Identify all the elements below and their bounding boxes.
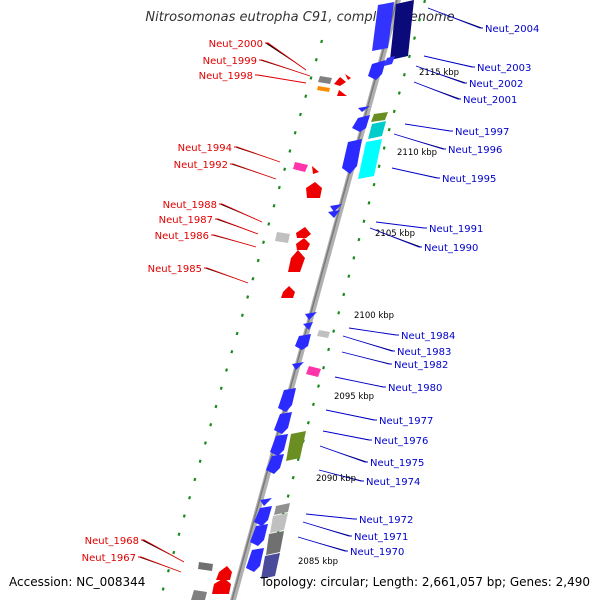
gene-feature (345, 74, 351, 80)
gene-label: Neut_1974 (366, 477, 420, 488)
gene-feature (368, 121, 386, 139)
gene-feature (212, 578, 231, 594)
gene-feature (372, 2, 394, 51)
gene-feature (274, 412, 292, 434)
right-gene-labels: Neut_2004 Neut_2003 Neut_2002 Neut_2001 … (350, 24, 539, 558)
gene-feature (295, 334, 311, 350)
gene-label: Neut_1991 (429, 224, 483, 235)
gene-feature (278, 388, 296, 412)
gene-label: Neut_1971 (354, 532, 408, 543)
right-strand-features (246, 0, 414, 579)
gene-label: Neut_1996 (448, 145, 502, 156)
gene-feature (384, 56, 395, 66)
gene-feature (288, 250, 305, 272)
gene-label: Neut_2000 (209, 39, 263, 50)
gene-label: Neut_2002 (469, 79, 523, 90)
gene-label: Neut_2001 (463, 95, 517, 106)
gene-label: Neut_1968 (85, 536, 139, 547)
tick-track-left (158, 39, 324, 600)
gene-feature (358, 139, 382, 179)
gene-feature (261, 553, 280, 579)
gene-label: Neut_1982 (394, 360, 448, 371)
gene-feature (292, 362, 304, 370)
kbp-marker: 2110 kbp (397, 148, 437, 158)
gene-feature (270, 434, 288, 456)
kbp-marker: 2090 kbp (316, 474, 356, 484)
left-gene-labels: Neut_2000 Neut_1999 Neut_1998 Neut_1994 … (82, 39, 263, 564)
gene-feature (216, 566, 232, 580)
gene-feature (368, 60, 386, 80)
gene-feature (254, 506, 272, 526)
gene-feature (330, 204, 342, 212)
gene-feature (317, 330, 330, 338)
gene-feature (274, 503, 290, 515)
gene-feature (328, 210, 340, 218)
gene-feature (266, 454, 284, 474)
gene-feature (266, 531, 284, 555)
gene-feature (191, 590, 207, 600)
kbp-marker: 2105 kbp (375, 229, 415, 239)
gene-feature (286, 431, 306, 461)
gene-label: Neut_1980 (388, 383, 442, 394)
gene-feature (318, 76, 332, 84)
backbone (230, 0, 401, 600)
gene-label: Neut_1984 (401, 331, 455, 342)
gene-label: Neut_1985 (148, 264, 202, 275)
kbp-marker: 2095 kbp (334, 392, 374, 402)
gene-label: Neut_1998 (199, 71, 253, 82)
gene-feature (317, 86, 330, 92)
left-leader-lines (138, 42, 311, 573)
gene-label: Neut_1997 (455, 127, 509, 138)
gene-label: Neut_1972 (359, 515, 413, 526)
kbp-markers: 2115 kbp 2110 kbp 2105 kbp 2100 kbp 2095… (298, 68, 459, 567)
gene-feature (306, 182, 322, 198)
gene-label: Neut_1986 (155, 231, 209, 242)
gene-feature (293, 162, 308, 172)
gene-feature (303, 322, 313, 330)
gene-feature (306, 366, 321, 377)
gene-feature (198, 562, 213, 571)
accession-text: Accession: NC_008344 (9, 575, 146, 589)
gene-feature (260, 498, 272, 506)
gene-feature (281, 286, 295, 298)
gene-label: Neut_1992 (174, 160, 228, 171)
gene-feature (296, 238, 310, 250)
gene-feature (296, 227, 311, 238)
gene-feature (352, 115, 370, 132)
gene-feature (305, 312, 317, 320)
gene-feature (270, 513, 288, 533)
gene-feature (371, 112, 388, 122)
kbp-marker: 2100 kbp (354, 311, 394, 321)
kbp-marker: 2115 kbp (419, 68, 459, 78)
gene-feature (342, 139, 362, 174)
kbp-marker: 2085 kbp (298, 557, 338, 567)
gene-label: Neut_1995 (442, 174, 496, 185)
gene-label: Neut_1976 (374, 436, 428, 447)
genome-summary-text: Topology: circular; Length: 2,661,057 bp… (260, 575, 590, 589)
gene-label: Neut_1975 (370, 458, 424, 469)
gene-label: Neut_1983 (397, 347, 451, 358)
gene-feature (312, 166, 319, 174)
gene-feature (390, 0, 414, 60)
gene-label: Neut_2004 (485, 24, 539, 35)
gene-feature (334, 77, 346, 86)
gene-feature (246, 548, 264, 572)
gene-feature (250, 524, 268, 546)
gene-label: Neut_1990 (424, 243, 478, 254)
gene-label: Neut_1987 (159, 215, 213, 226)
gene-feature (337, 90, 347, 96)
gene-label: Neut_1967 (82, 553, 136, 564)
gene-label: Neut_1970 (350, 547, 404, 558)
gene-feature (275, 232, 290, 243)
left-strand-features (191, 74, 351, 600)
gene-label: Neut_1999 (203, 56, 257, 67)
gene-label: Neut_2003 (477, 63, 531, 74)
right-leader-lines (297, 7, 483, 552)
gene-feature (358, 106, 370, 112)
gene-label: Neut_1977 (379, 416, 433, 427)
gene-label: Neut_1994 (178, 143, 232, 154)
gene-label: Neut_1988 (163, 200, 217, 211)
